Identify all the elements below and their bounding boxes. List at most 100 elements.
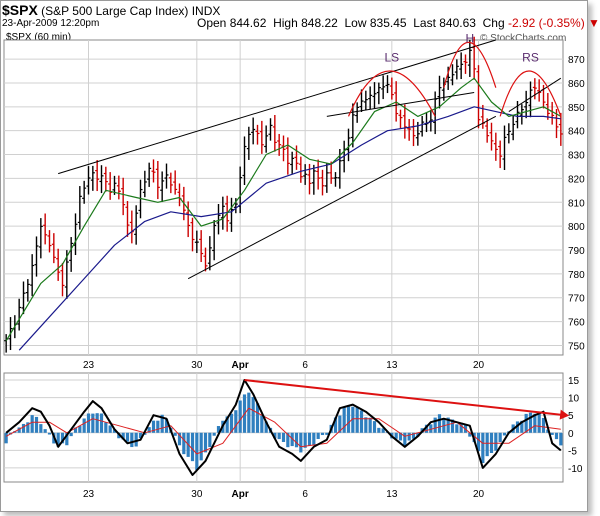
price-y-tick-label: 830 — [568, 151, 585, 162]
macd-histogram-bar — [433, 417, 437, 433]
macd-histogram-bar — [394, 432, 398, 439]
macd-histogram-bar — [147, 427, 151, 433]
price-bar — [190, 217, 195, 252]
price-x-tick-label: Apr — [232, 360, 249, 371]
price-bar — [476, 65, 481, 129]
price-bar — [194, 230, 199, 254]
price-bar — [489, 122, 494, 151]
price-y-tick-label: 780 — [568, 270, 585, 281]
macd-histogram-bar — [333, 417, 338, 433]
price-bar — [277, 133, 282, 156]
price-bar — [60, 262, 65, 297]
price-bar — [30, 254, 35, 297]
macd-histogram-bar — [108, 425, 112, 433]
macd-histogram-bar — [177, 432, 182, 446]
price-y-tick-label: 850 — [568, 103, 585, 114]
divergence-arrow-line — [244, 379, 566, 417]
macd-histogram-bar — [82, 418, 86, 433]
macd-histogram-bar — [281, 432, 286, 442]
price-bar — [56, 248, 61, 281]
macd-x-tick-label: Apr — [232, 489, 249, 500]
macd-histogram-bar — [26, 422, 30, 433]
macd-histogram-bar — [524, 413, 528, 433]
divergence-arrowhead — [559, 409, 570, 420]
macd-histogram-bar — [86, 413, 91, 433]
price-bar — [212, 220, 217, 261]
macd-y-tick-label: 0 — [568, 429, 574, 440]
price-bar — [350, 103, 355, 148]
price-bar — [368, 86, 373, 110]
price-bar — [498, 140, 503, 169]
macd-x-tick-label: 23 — [83, 489, 95, 500]
price-bar — [467, 39, 472, 77]
macd-histogram-bar — [290, 432, 294, 447]
price-bar — [34, 236, 39, 277]
price-x-tick-label: 6 — [302, 360, 308, 371]
macd-histogram-bar — [502, 432, 507, 436]
open-value: 844.62 — [229, 16, 267, 30]
macd-histogram-bar — [403, 432, 407, 446]
macd-histogram-bar — [251, 396, 255, 433]
price-bar — [420, 115, 425, 137]
macd-histogram-bar — [476, 432, 481, 452]
price-x-tick-label: 13 — [386, 360, 398, 371]
last-value: 840.63 — [439, 16, 476, 30]
price-bar — [134, 205, 139, 245]
symbol: $SPX — [2, 2, 38, 18]
price-bar — [90, 165, 95, 191]
macd-histogram-bar — [372, 421, 377, 433]
price-bar — [359, 89, 364, 113]
macd-histogram-bar — [151, 420, 156, 433]
macd-histogram-bar — [264, 421, 268, 433]
macd-x-tick-label: 6 — [302, 489, 308, 500]
macd-histogram-bar — [446, 417, 450, 433]
price-bar — [303, 164, 308, 185]
macd-histogram-bar — [273, 432, 277, 439]
macd-histogram-bar — [195, 432, 199, 470]
macd-histogram-bar — [69, 432, 73, 437]
price-bar — [376, 82, 381, 105]
price-bar — [372, 82, 377, 109]
index-name: (S&P 500 Large Cap Index) — [41, 4, 189, 18]
price-panel — [3, 39, 564, 356]
price-bar — [446, 66, 451, 90]
price-bar — [255, 124, 260, 145]
price-bar — [485, 118, 490, 143]
macd-histogram-bar — [78, 425, 82, 433]
macd-histogram-bar — [515, 421, 520, 433]
macd-histogram-bar — [359, 410, 364, 433]
price-bar — [355, 102, 360, 123]
macd-histogram-bar — [95, 413, 99, 433]
macd-histogram-bar — [554, 432, 559, 440]
macd-histogram-bar — [312, 432, 316, 446]
macd-histogram-bar — [121, 432, 125, 440]
open-label: Open — [197, 16, 227, 30]
price-bar — [281, 135, 286, 162]
macd-histogram-bar — [99, 413, 104, 433]
price-y-tick-label: 870 — [568, 55, 585, 66]
macd-histogram-bar — [238, 400, 242, 433]
macd-histogram-bar — [199, 432, 203, 461]
macd-histogram-bar — [351, 406, 355, 433]
macd-histogram-bar — [225, 416, 229, 433]
price-bar — [528, 81, 533, 118]
macd-histogram-bar — [247, 392, 251, 433]
price-bar — [164, 163, 169, 189]
macd-histogram-bar — [559, 432, 563, 446]
pattern-label-ls: LS — [384, 50, 399, 64]
macd-histogram-bar — [342, 407, 346, 433]
high-value: 848.22 — [301, 16, 338, 30]
price-bar — [47, 230, 52, 253]
price-x-tick-label: 20 — [473, 360, 485, 371]
price-x-tick-label: 30 — [191, 360, 203, 371]
price-bar — [329, 161, 334, 184]
macd-x-tick-label: 20 — [473, 489, 485, 500]
macd-x-tick-label: 30 — [191, 489, 203, 500]
price-bar — [151, 159, 156, 183]
chart-label: $SPX (60 min) — [6, 32, 72, 43]
price-bar — [160, 171, 165, 203]
price-bar — [290, 151, 295, 174]
macd-histogram-bar — [550, 432, 554, 435]
price-bar — [385, 75, 390, 94]
right-shoulder-arc — [499, 70, 562, 117]
